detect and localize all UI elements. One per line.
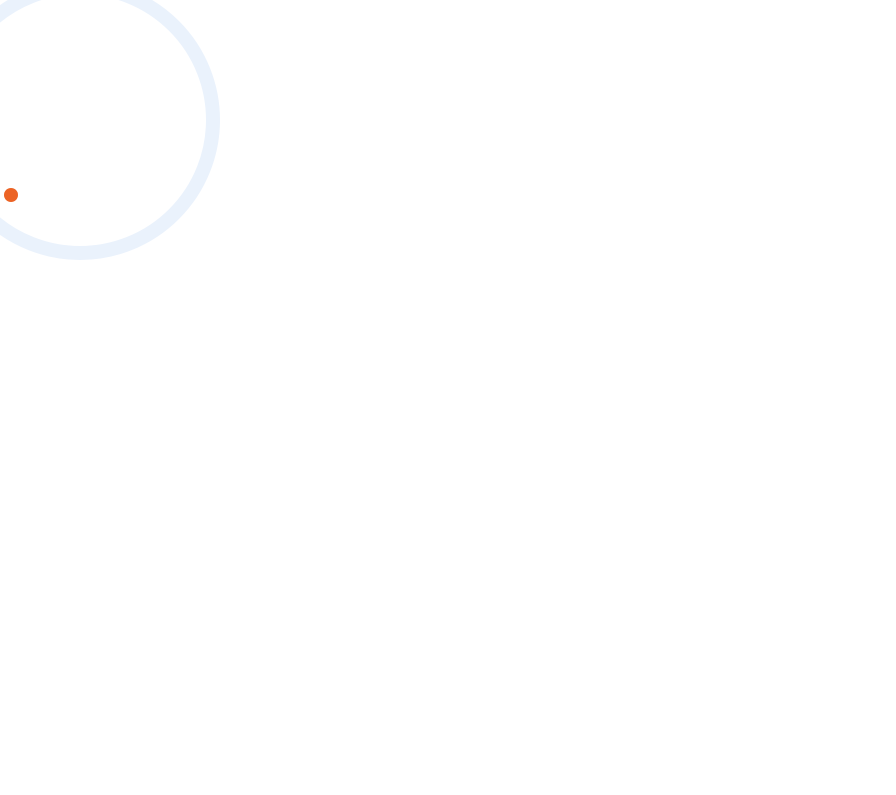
metric-reviews <box>534 30 638 70</box>
grade-bullet-icon <box>4 188 18 202</box>
metrics-row <box>370 30 891 70</box>
heatmap-grid <box>290 104 891 433</box>
metric-rating <box>370 30 474 70</box>
right-column <box>350 0 896 453</box>
main-container <box>0 0 896 453</box>
heatmap-wrap <box>290 104 891 433</box>
rating-sparkline-icon <box>370 30 460 70</box>
reviews-sparkline-icon <box>534 30 624 70</box>
